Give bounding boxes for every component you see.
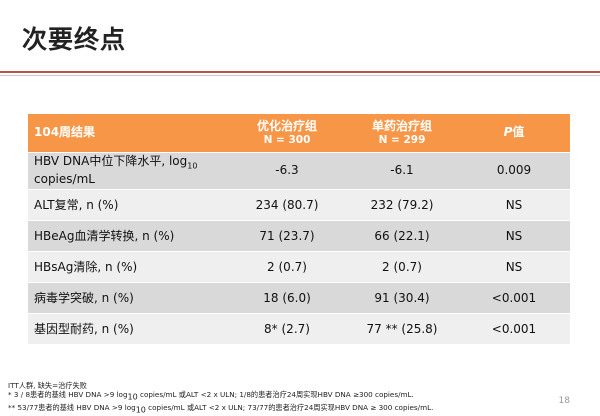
- footnote-itt: ITT人群, 缺失=治疗失败: [8, 381, 87, 390]
- row-value-monotherapy: -6.1: [346, 152, 458, 190]
- table-row: HBsAg清除, n (%) 2 (0.7) 2 (0.7) NS: [28, 251, 570, 283]
- header-p-letter: P: [503, 125, 513, 140]
- row-label-subscript: 10: [187, 161, 198, 171]
- row-p-value: NS: [458, 251, 570, 283]
- header-optimized-group-name: 优化治疗组: [256, 118, 317, 133]
- row-value-monotherapy: 2 (0.7): [346, 251, 458, 283]
- page-number: 18: [558, 396, 570, 406]
- row-value-monotherapy: 91 (30.4): [346, 282, 458, 314]
- table-header-row: 104周结果 优化治疗组 N = 300 单药治疗组 N = 299 P值: [28, 114, 570, 153]
- table-row: HBV DNA中位下降水平, log10 copies/mL -6.3 -6.1 …: [28, 152, 570, 190]
- header-optimized-group-n: N = 300: [263, 133, 311, 146]
- header-monotherapy-group: 单药治疗组 N = 299: [346, 114, 458, 153]
- header-monotherapy-group-n: N = 299: [378, 133, 426, 146]
- footnote-single-star: * 3 / 8患者的基线 HBV DNA >9 log10 copies/mL …: [8, 390, 568, 403]
- row-p-value: NS: [458, 220, 570, 252]
- row-value-optimized: 8* (2.7): [228, 313, 346, 345]
- footnote-text: copies/mL 或ALT <2 x ULN; 1/8的患者治疗24周实现HB…: [137, 390, 414, 400]
- header-p-suffix: 值: [512, 125, 525, 140]
- header-optimized-group: 优化治疗组 N = 300: [228, 114, 346, 153]
- row-value-optimized: 71 (23.7): [228, 220, 346, 252]
- row-p-value: 0.009: [458, 152, 570, 190]
- table-row: HBeAg血清学转换, n (%) 71 (23.7) 66 (22.1) NS: [28, 220, 570, 252]
- row-value-optimized: 234 (80.7): [228, 189, 346, 221]
- row-value-monotherapy: 77 ** (25.8): [346, 313, 458, 345]
- footnotes: ITT人群, 缺失=治疗失败 * 3 / 8患者的基线 HBV DNA >9 l…: [8, 381, 568, 416]
- table-row: 病毒学突破, n (%) 18 (6.0) 91 (30.4) <0.001: [28, 282, 570, 314]
- row-label: ALT复常, n (%): [28, 189, 228, 221]
- row-value-monotherapy: 232 (79.2): [346, 189, 458, 221]
- row-value-optimized: 2 (0.7): [228, 251, 346, 283]
- row-label: 病毒学突破, n (%): [28, 282, 228, 314]
- footnote-text: ** 53/77患者的基线 HBV DNA >9 log: [8, 402, 136, 412]
- row-value-monotherapy: 66 (22.1): [346, 220, 458, 252]
- header-monotherapy-group-name: 单药治疗组: [371, 118, 432, 133]
- header-week-results: 104周结果: [28, 114, 228, 153]
- row-value-optimized: 18 (6.0): [228, 282, 346, 314]
- title-divider-line: [0, 71, 600, 73]
- row-label: HBeAg血清学转换, n (%): [28, 220, 228, 252]
- row-p-value: <0.001: [458, 282, 570, 314]
- row-p-value: NS: [458, 189, 570, 221]
- row-label: HBsAg清除, n (%): [28, 251, 228, 283]
- row-value-optimized: -6.3: [228, 152, 346, 190]
- slide-title: 次要终点: [22, 25, 127, 54]
- row-label: 基因型耐药, n (%): [28, 313, 228, 345]
- row-p-value: <0.001: [458, 313, 570, 345]
- header-p-value: P值: [458, 114, 570, 153]
- title-divider-shadow: [0, 75, 600, 76]
- results-table: 104周结果 优化治疗组 N = 300 单药治疗组 N = 299 P值 HB…: [28, 114, 570, 345]
- footnote-subscript: 10: [127, 392, 138, 402]
- footnote-double-star: ** 53/77患者的基线 HBV DNA >9 log10 copies/mL…: [8, 403, 568, 416]
- row-label-text: HBV DNA中位下降水平, log: [34, 154, 188, 169]
- table-row: ALT复常, n (%) 234 (80.7) 232 (79.2) NS: [28, 189, 570, 221]
- footnote-text: * 3 / 8患者的基线 HBV DNA >9 log: [8, 390, 128, 400]
- footnote-subscript: 10: [135, 405, 146, 415]
- row-label: HBV DNA中位下降水平, log10 copies/mL: [28, 152, 228, 190]
- row-label-unit: copies/mL: [34, 171, 95, 186]
- table-row: 基因型耐药, n (%) 8* (2.7) 77 ** (25.8) <0.00…: [28, 313, 570, 345]
- footnote-text: copies/mL 或ALT <2 x ULN; 73/77的患者治疗24周实现…: [145, 402, 434, 412]
